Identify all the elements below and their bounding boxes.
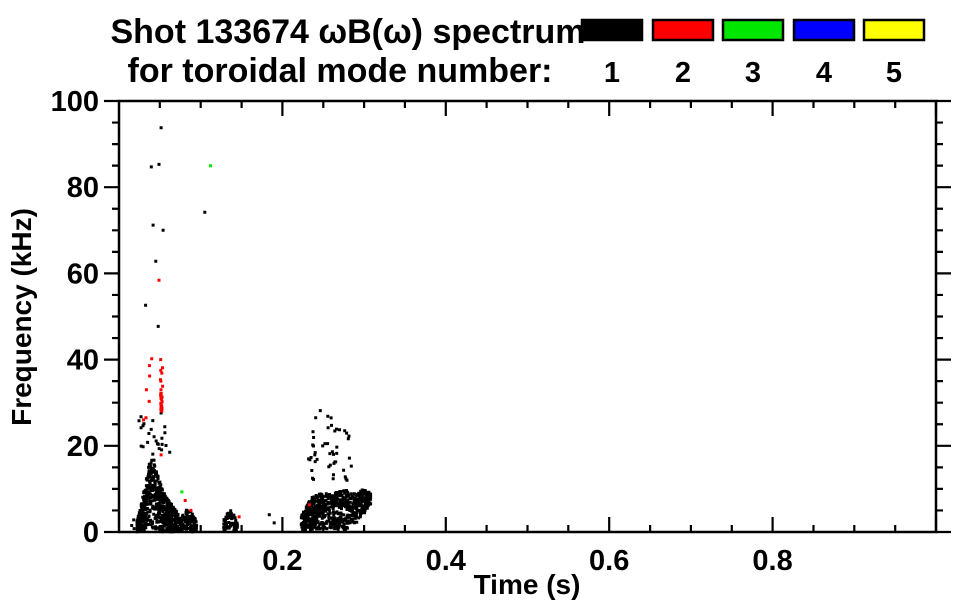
legend-label-2: 2 [675,57,691,89]
legend-swatch-5 [862,18,926,42]
plot-frame [117,99,938,534]
legend-label-4: 4 [816,57,832,89]
x-tick-label-0.4: 0.4 [426,545,466,577]
legend-label-1: 1 [604,57,620,89]
data-points [130,126,373,534]
y-tick-label-0: 0 [83,517,99,549]
legend-swatch-3 [721,18,785,42]
legend-label-3: 3 [745,57,761,89]
legend-label-5: 5 [886,57,902,89]
legend: 1 2 3 4 5 [580,18,926,89]
legend-swatch-2 [651,18,715,42]
tick-labels: 0.2 0.4 0.6 0.8 0 20 40 60 80 100 [51,86,793,577]
legend-swatch-1 [580,18,644,42]
plot-title-line2: for toroidal mode number: [128,52,553,90]
x-tick-label-0.6: 0.6 [589,545,629,577]
series-n2-points [142,278,311,519]
series-n1-points [130,126,373,534]
axes [104,99,951,534]
axis-ticks [104,99,951,534]
y-tick-label-20: 20 [67,431,99,463]
legend-swatch-4 [792,18,856,42]
y-tick-label-80: 80 [67,172,99,204]
plot-title-line1: Shot 133674 ωB(ω) spectrum [110,13,585,51]
x-axis-label: Time (s) [474,569,581,600]
x-tick-label-0.8: 0.8 [752,545,792,577]
x-tick-label-0.2: 0.2 [262,545,302,577]
y-tick-label-40: 40 [67,345,99,377]
y-tick-label-60: 60 [67,258,99,290]
series-n3-points [180,164,212,494]
y-axis-label: Frequency (kHz) [6,208,37,426]
y-tick-label-100: 100 [51,86,99,118]
